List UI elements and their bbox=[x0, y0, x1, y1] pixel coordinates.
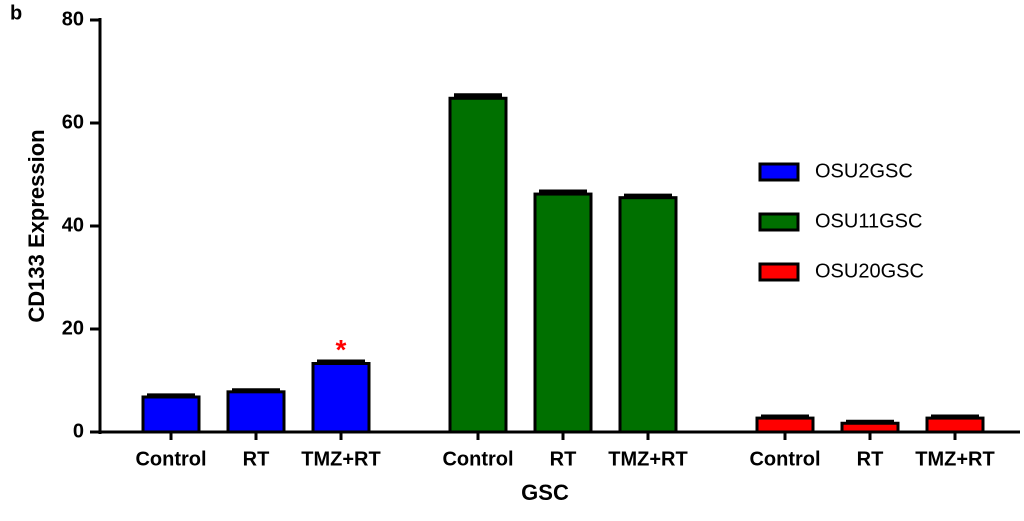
x-tick-label: Control bbox=[442, 448, 513, 470]
x-tick-label: TMZ+RT bbox=[608, 448, 687, 470]
y-axis-label: CD133 Expression bbox=[24, 129, 49, 322]
bar bbox=[755, 416, 815, 434]
bar bbox=[311, 362, 371, 434]
y-tick-label: 0 bbox=[73, 420, 84, 442]
x-tick-label: RT bbox=[857, 448, 884, 470]
bar bbox=[448, 96, 508, 434]
y-tick-label: 80 bbox=[62, 8, 84, 30]
legend-swatch bbox=[758, 212, 800, 232]
legend-label: OSU11GSC bbox=[815, 210, 922, 232]
x-axis-label: GSC bbox=[521, 480, 569, 505]
legend-label: OSU2GSC bbox=[815, 160, 913, 182]
x-tick-label: TMZ+RT bbox=[915, 448, 994, 470]
bar bbox=[618, 196, 678, 434]
bar bbox=[840, 421, 900, 434]
x-tick-label: Control bbox=[135, 448, 206, 470]
legend-swatch bbox=[758, 162, 800, 182]
x-tick-label: Control bbox=[749, 448, 820, 470]
legend-swatch bbox=[758, 262, 800, 282]
x-tick-label: RT bbox=[550, 448, 577, 470]
bar bbox=[533, 192, 593, 434]
y-tick-label: 40 bbox=[62, 214, 84, 236]
y-tick-label: 20 bbox=[62, 317, 84, 339]
annotation: * bbox=[336, 334, 347, 365]
panel-label: b bbox=[10, 2, 22, 24]
bar bbox=[226, 390, 286, 434]
bar bbox=[141, 395, 201, 434]
x-tick-label: TMZ+RT bbox=[301, 448, 380, 470]
bar bbox=[925, 416, 985, 434]
x-tick-label: RT bbox=[243, 448, 270, 470]
legend-label: OSU20GSC bbox=[815, 260, 924, 282]
y-tick-label: 60 bbox=[62, 111, 84, 133]
